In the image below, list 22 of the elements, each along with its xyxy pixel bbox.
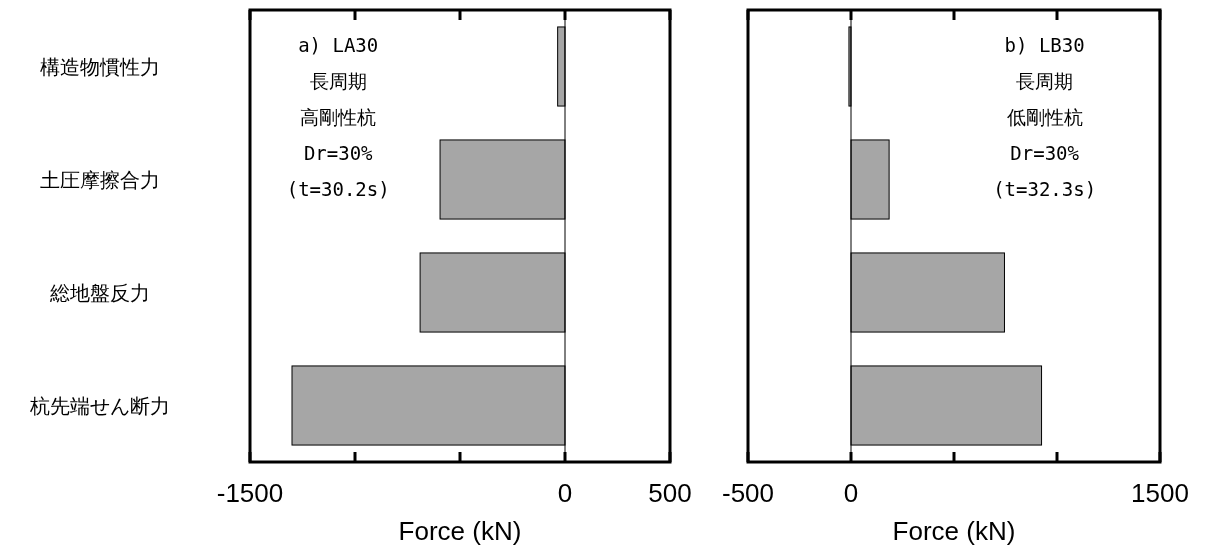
annotation: 低剛性杭 xyxy=(1006,106,1083,128)
annotation: 長周期 xyxy=(1016,70,1074,92)
y-tick-label: 杭先端せん断力 xyxy=(29,393,170,418)
y-tick-label: 総地盤反力 xyxy=(49,280,150,305)
annotation: a) LA30 xyxy=(298,34,379,56)
annotation: 高剛性杭 xyxy=(300,106,377,128)
x-axis-title: Force (kN) xyxy=(398,516,522,546)
x-tick-label: 0 xyxy=(557,478,573,508)
annotation: (t=30.2s) xyxy=(286,178,390,200)
annotation: Dr=30% xyxy=(1010,142,1080,164)
annotation: 長周期 xyxy=(309,70,367,92)
y-tick-label: 土圧摩擦合力 xyxy=(40,167,160,192)
x-tick-label: 1500 xyxy=(1131,478,1189,508)
x-tick-label: -1500 xyxy=(216,478,284,508)
annotation: b) LB30 xyxy=(1004,34,1085,56)
x-tick-label: 500 xyxy=(648,478,692,508)
x-tick-label: 0 xyxy=(843,478,859,508)
annotation: Dr=30% xyxy=(303,142,374,164)
annotation: (t=32.3s) xyxy=(993,178,1097,200)
x-axis-title: Force (kN) xyxy=(892,516,1016,546)
x-tick-label: -500 xyxy=(721,478,775,508)
y-tick-label: 構造物慣性力 xyxy=(40,54,160,79)
